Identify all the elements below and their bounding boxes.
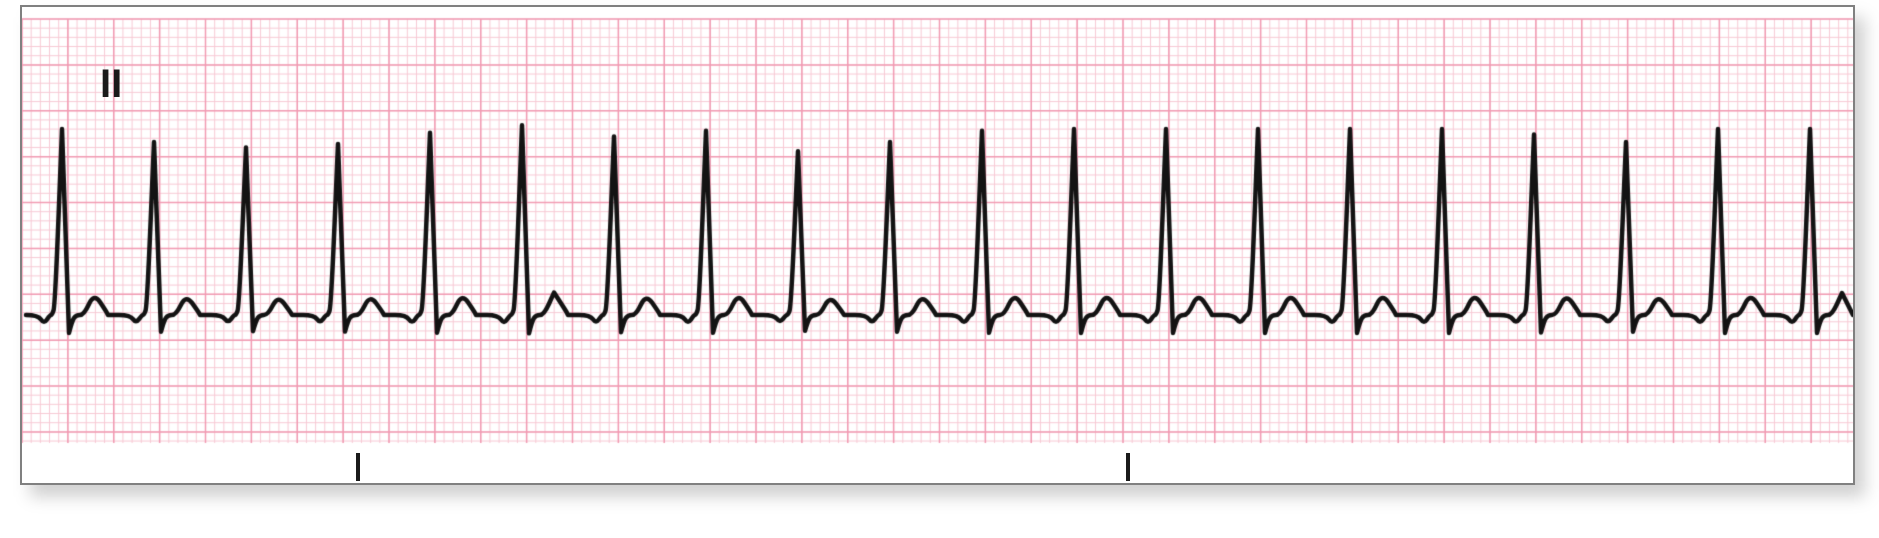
- time-index-tick: [356, 453, 360, 481]
- ecg-strip-frame: II: [20, 5, 1855, 485]
- ecg-trace-canvas: [22, 7, 1853, 483]
- time-index-tick: [1126, 453, 1130, 481]
- lead-label: II: [100, 62, 122, 107]
